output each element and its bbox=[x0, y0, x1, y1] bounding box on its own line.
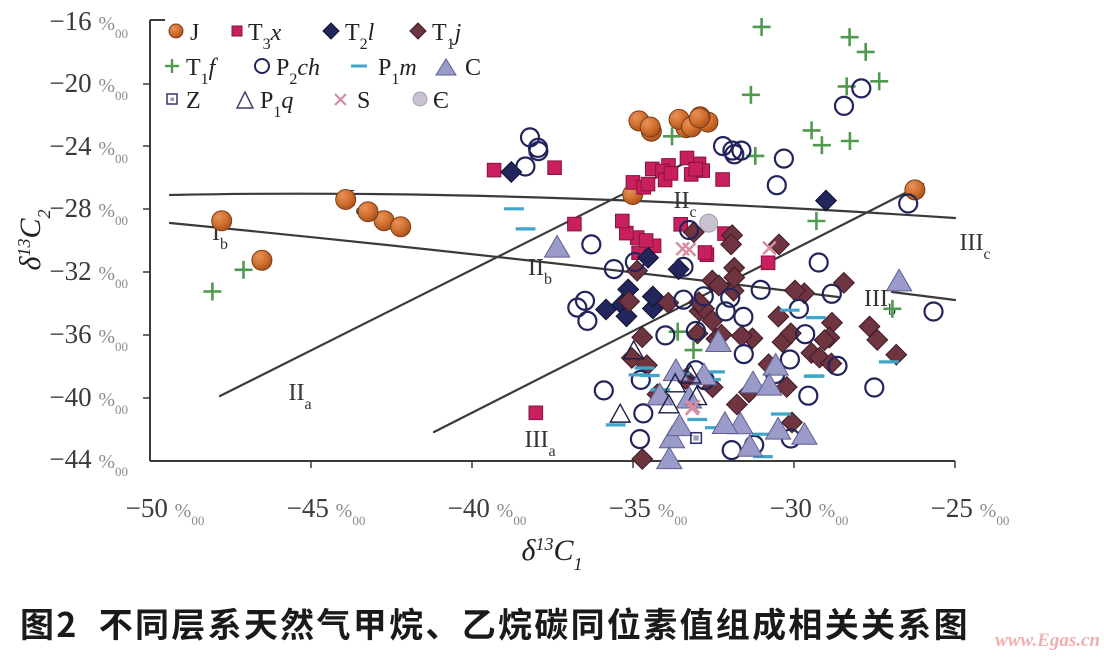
svg-text:Є: Є bbox=[433, 88, 449, 114]
svg-text:图2 不同层系天然气甲烷、乙烷碳同位素值组成相关关系图: 图2 不同层系天然气甲烷、乙烷碳同位素值组成相关关系图 bbox=[20, 598, 970, 647]
svg-text:www.Egas.cn: www.Egas.cn bbox=[995, 630, 1100, 651]
svg-text:Z: Z bbox=[186, 88, 201, 114]
svg-text:C: C bbox=[465, 55, 481, 81]
svg-text:J: J bbox=[190, 20, 199, 46]
svg-text:S: S bbox=[357, 88, 370, 114]
